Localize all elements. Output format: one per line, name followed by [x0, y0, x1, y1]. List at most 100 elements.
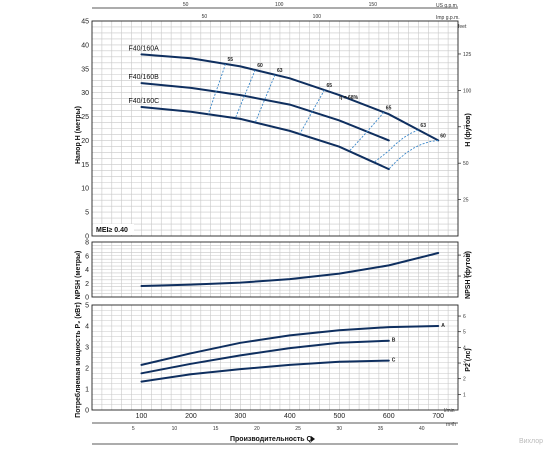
x-tick-label: 600 — [383, 413, 395, 420]
efficiency-contours: 55 60 63 65 65 63 60 η = 68% — [207, 57, 446, 170]
efficiency-contour — [254, 74, 276, 123]
y-tick-label: 1 — [85, 387, 89, 394]
mei-label-bg — [93, 224, 134, 235]
y-right-tick-label: 20 — [463, 253, 469, 259]
mei-label: MEI≥ 0.40 — [96, 227, 128, 234]
npsh-y-axis-label-right: NPSH (футов) — [465, 251, 472, 299]
y-right-tick-label: 50 — [463, 161, 469, 167]
x-tick-label: 200 — [185, 413, 197, 420]
y-right-tick-label: 5 — [463, 330, 466, 336]
efficiency-contour — [373, 129, 419, 163]
head-y-axis-label-right: H (футов) — [465, 113, 472, 147]
efficiency-label: 63 — [277, 68, 283, 74]
y-tick-label: 2 — [85, 366, 89, 373]
head-curve-label: F40/160A — [128, 45, 159, 52]
top-scale-usgpm-unit: US g.p.m. — [436, 3, 458, 9]
y-tick-label: 6 — [85, 253, 89, 260]
power-y-axis-label-right: P2 (лс) — [465, 348, 472, 371]
y-tick-label: 0 — [85, 295, 89, 302]
efficiency-peak-label: η = 68% — [339, 95, 358, 101]
tick-labels: 0510152025303540452550751001250246810200… — [81, 2, 471, 432]
x-tick-label: 500 — [333, 413, 345, 420]
y-tick-label: 45 — [81, 19, 89, 26]
power-curve-label: C — [392, 358, 396, 364]
efficiency-label: 55 — [228, 57, 234, 63]
top-impgpm-tick-label: 50 — [202, 14, 208, 20]
head-curve-f40-160b — [140, 82, 390, 142]
efficiency-label: 60 — [257, 63, 263, 69]
y-right-tick-label: 6 — [463, 314, 466, 320]
bottom-m3h-tick-label: 20 — [254, 426, 260, 432]
y-tick-label: 5 — [85, 210, 89, 217]
x-unit-lmin: l/min — [444, 408, 455, 414]
bottom-m3h-tick-label: 30 — [337, 426, 343, 432]
x-axis-arrow-icon — [311, 436, 315, 442]
head-curve-label: F40/160B — [128, 74, 159, 81]
y-right-tick-label: 75 — [463, 125, 469, 131]
y-tick-label: 35 — [81, 66, 89, 73]
power-curve-a — [140, 325, 440, 366]
efficiency-contour — [348, 112, 385, 152]
y-tick-label: 3 — [85, 345, 89, 352]
bottom-m3h-tick-label: 25 — [295, 426, 301, 432]
y-tick-label: 15 — [81, 162, 89, 169]
efficiency-contour — [234, 69, 256, 119]
x-tick-label: 700 — [432, 413, 444, 420]
y-tick-label: 10 — [81, 186, 89, 193]
bottom-m3h-tick-label: 35 — [378, 426, 384, 432]
head-curve-label: F40/160C — [128, 98, 159, 105]
y-right-tick-label: 125 — [463, 52, 472, 58]
power-curve-b — [140, 339, 390, 375]
top-usgpm-tick-label: 50 — [183, 2, 189, 8]
panel-frames — [91, 7, 459, 424]
top-scale-impgpm-unit: Imp g.p.m. — [436, 15, 460, 21]
bottom-m3h-tick-label: 10 — [172, 426, 178, 432]
npsh-curve — [140, 252, 440, 287]
y-right-tick-label: 1 — [463, 392, 466, 398]
efficiency-contour — [388, 139, 439, 170]
top-impgpm-tick-label: 100 — [313, 14, 322, 20]
y-right-tick-label: 10 — [463, 274, 469, 280]
y-tick-label: 30 — [81, 90, 89, 97]
y-tick-label: 2 — [85, 281, 89, 288]
npsh-y-axis-label: NPSH (метры) — [75, 251, 82, 300]
bottom-m3h-tick-label: 15 — [213, 426, 219, 432]
x-axis-label: Производительность Q — [230, 436, 313, 443]
y-right-tick-label: 4 — [463, 345, 466, 351]
y-right-tick-label: 2 — [463, 377, 466, 383]
top-usgpm-tick-label: 150 — [369, 2, 378, 8]
watermark: Вихлор — [519, 438, 543, 445]
head-curve-f40-160a — [140, 53, 440, 142]
efficiency-label: 65 — [326, 83, 332, 89]
y-right-tick-label: 25 — [463, 198, 469, 204]
curves-layer: F40/160A F40/160B F40/160C A B C — [128, 45, 445, 383]
efficiency-label: 60 — [440, 133, 446, 139]
panel-frame — [91, 304, 459, 411]
x-unit-m3h: m³/h — [446, 422, 456, 428]
y-tick-label: 8 — [85, 240, 89, 247]
power-curve-label: B — [392, 338, 396, 344]
x-tick-label: 300 — [235, 413, 247, 420]
y-right-tick-label: 100 — [463, 88, 472, 94]
power-curve-label: A — [441, 323, 445, 329]
head-y-axis-label: Напор H (метры) — [75, 106, 82, 164]
power-y-axis-label: Потребляемая мощность P₂ (кВт) — [74, 302, 82, 418]
efficiency-label: 63 — [420, 123, 426, 129]
y-tick-label: 0 — [85, 408, 89, 415]
x-tick-label: 400 — [284, 413, 296, 420]
top-usgpm-tick-label: 100 — [275, 2, 284, 8]
panel-frame — [91, 20, 459, 237]
bottom-m3h-tick-label: 5 — [132, 426, 135, 432]
efficiency-contour — [207, 63, 226, 115]
y-tick-label: 0 — [85, 234, 89, 241]
y-tick-label: 20 — [81, 138, 89, 145]
y-tick-label: 25 — [81, 114, 89, 121]
y-tick-label: 5 — [85, 303, 89, 310]
grid-layer — [92, 21, 458, 410]
panel-frame — [91, 241, 459, 298]
y-tick-label: 40 — [81, 42, 89, 49]
efficiency-label: 65 — [386, 105, 392, 111]
y-tick-label: 4 — [85, 267, 89, 274]
right-scale-feet-unit: feet — [458, 24, 467, 30]
